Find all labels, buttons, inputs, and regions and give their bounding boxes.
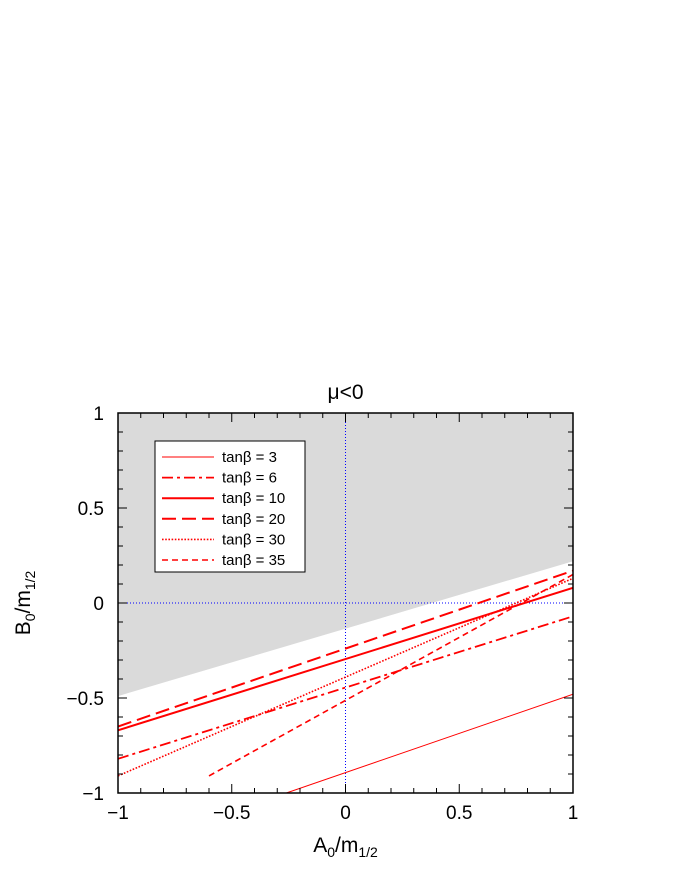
x-axis-title: A0/m1/2 (313, 834, 378, 860)
series-line-2 (118, 615, 573, 760)
y-tick-labels: −1 −0.5 0 0.5 1 (66, 404, 104, 805)
legend-label-4: tanβ = 20 (222, 511, 285, 528)
x-tick-label: −0.5 (213, 803, 251, 824)
series-group (118, 569, 573, 793)
legend-label-6: tanβ = 35 (222, 552, 285, 569)
legend: tanβ = 3 tanβ = 6 tanβ = 10 tanβ = 20 tanβ =… (154, 440, 306, 573)
y-tick-label: 0.5 (78, 499, 104, 520)
x-tick-label: 0.5 (446, 803, 472, 824)
legend-items: tanβ = 3 tanβ = 6 tanβ = 10 tanβ = 20 tanβ =… (162, 449, 285, 569)
legend-box (154, 440, 306, 573)
series-line-5 (118, 577, 573, 777)
x-tick-labels: −1 −0.5 0 0.5 1 (107, 803, 578, 824)
series-line-1 (286, 693, 573, 793)
x-tick-label: 1 (568, 803, 579, 824)
x-tick-label: 0 (340, 803, 351, 824)
legend-label-5: tanβ = 30 (222, 531, 285, 548)
y-tick-label: 1 (93, 404, 104, 425)
legend-label-3: tanβ = 10 (222, 490, 285, 507)
x-tick-label: −1 (107, 803, 129, 824)
y-tick-label: −0.5 (66, 689, 104, 710)
y-tick-label: 0 (93, 594, 104, 615)
y-tick-label: −1 (82, 784, 104, 805)
axis-ticks (117, 412, 574, 794)
y-axis-title: B0/m1/2 (12, 570, 38, 635)
reference-lines (118, 413, 573, 793)
legend-label-2: tanβ = 6 (222, 470, 277, 487)
legend-label-1: tanβ = 3 (222, 449, 277, 466)
series-line-4 (118, 569, 573, 728)
chart-title: μ<0 (327, 381, 363, 404)
